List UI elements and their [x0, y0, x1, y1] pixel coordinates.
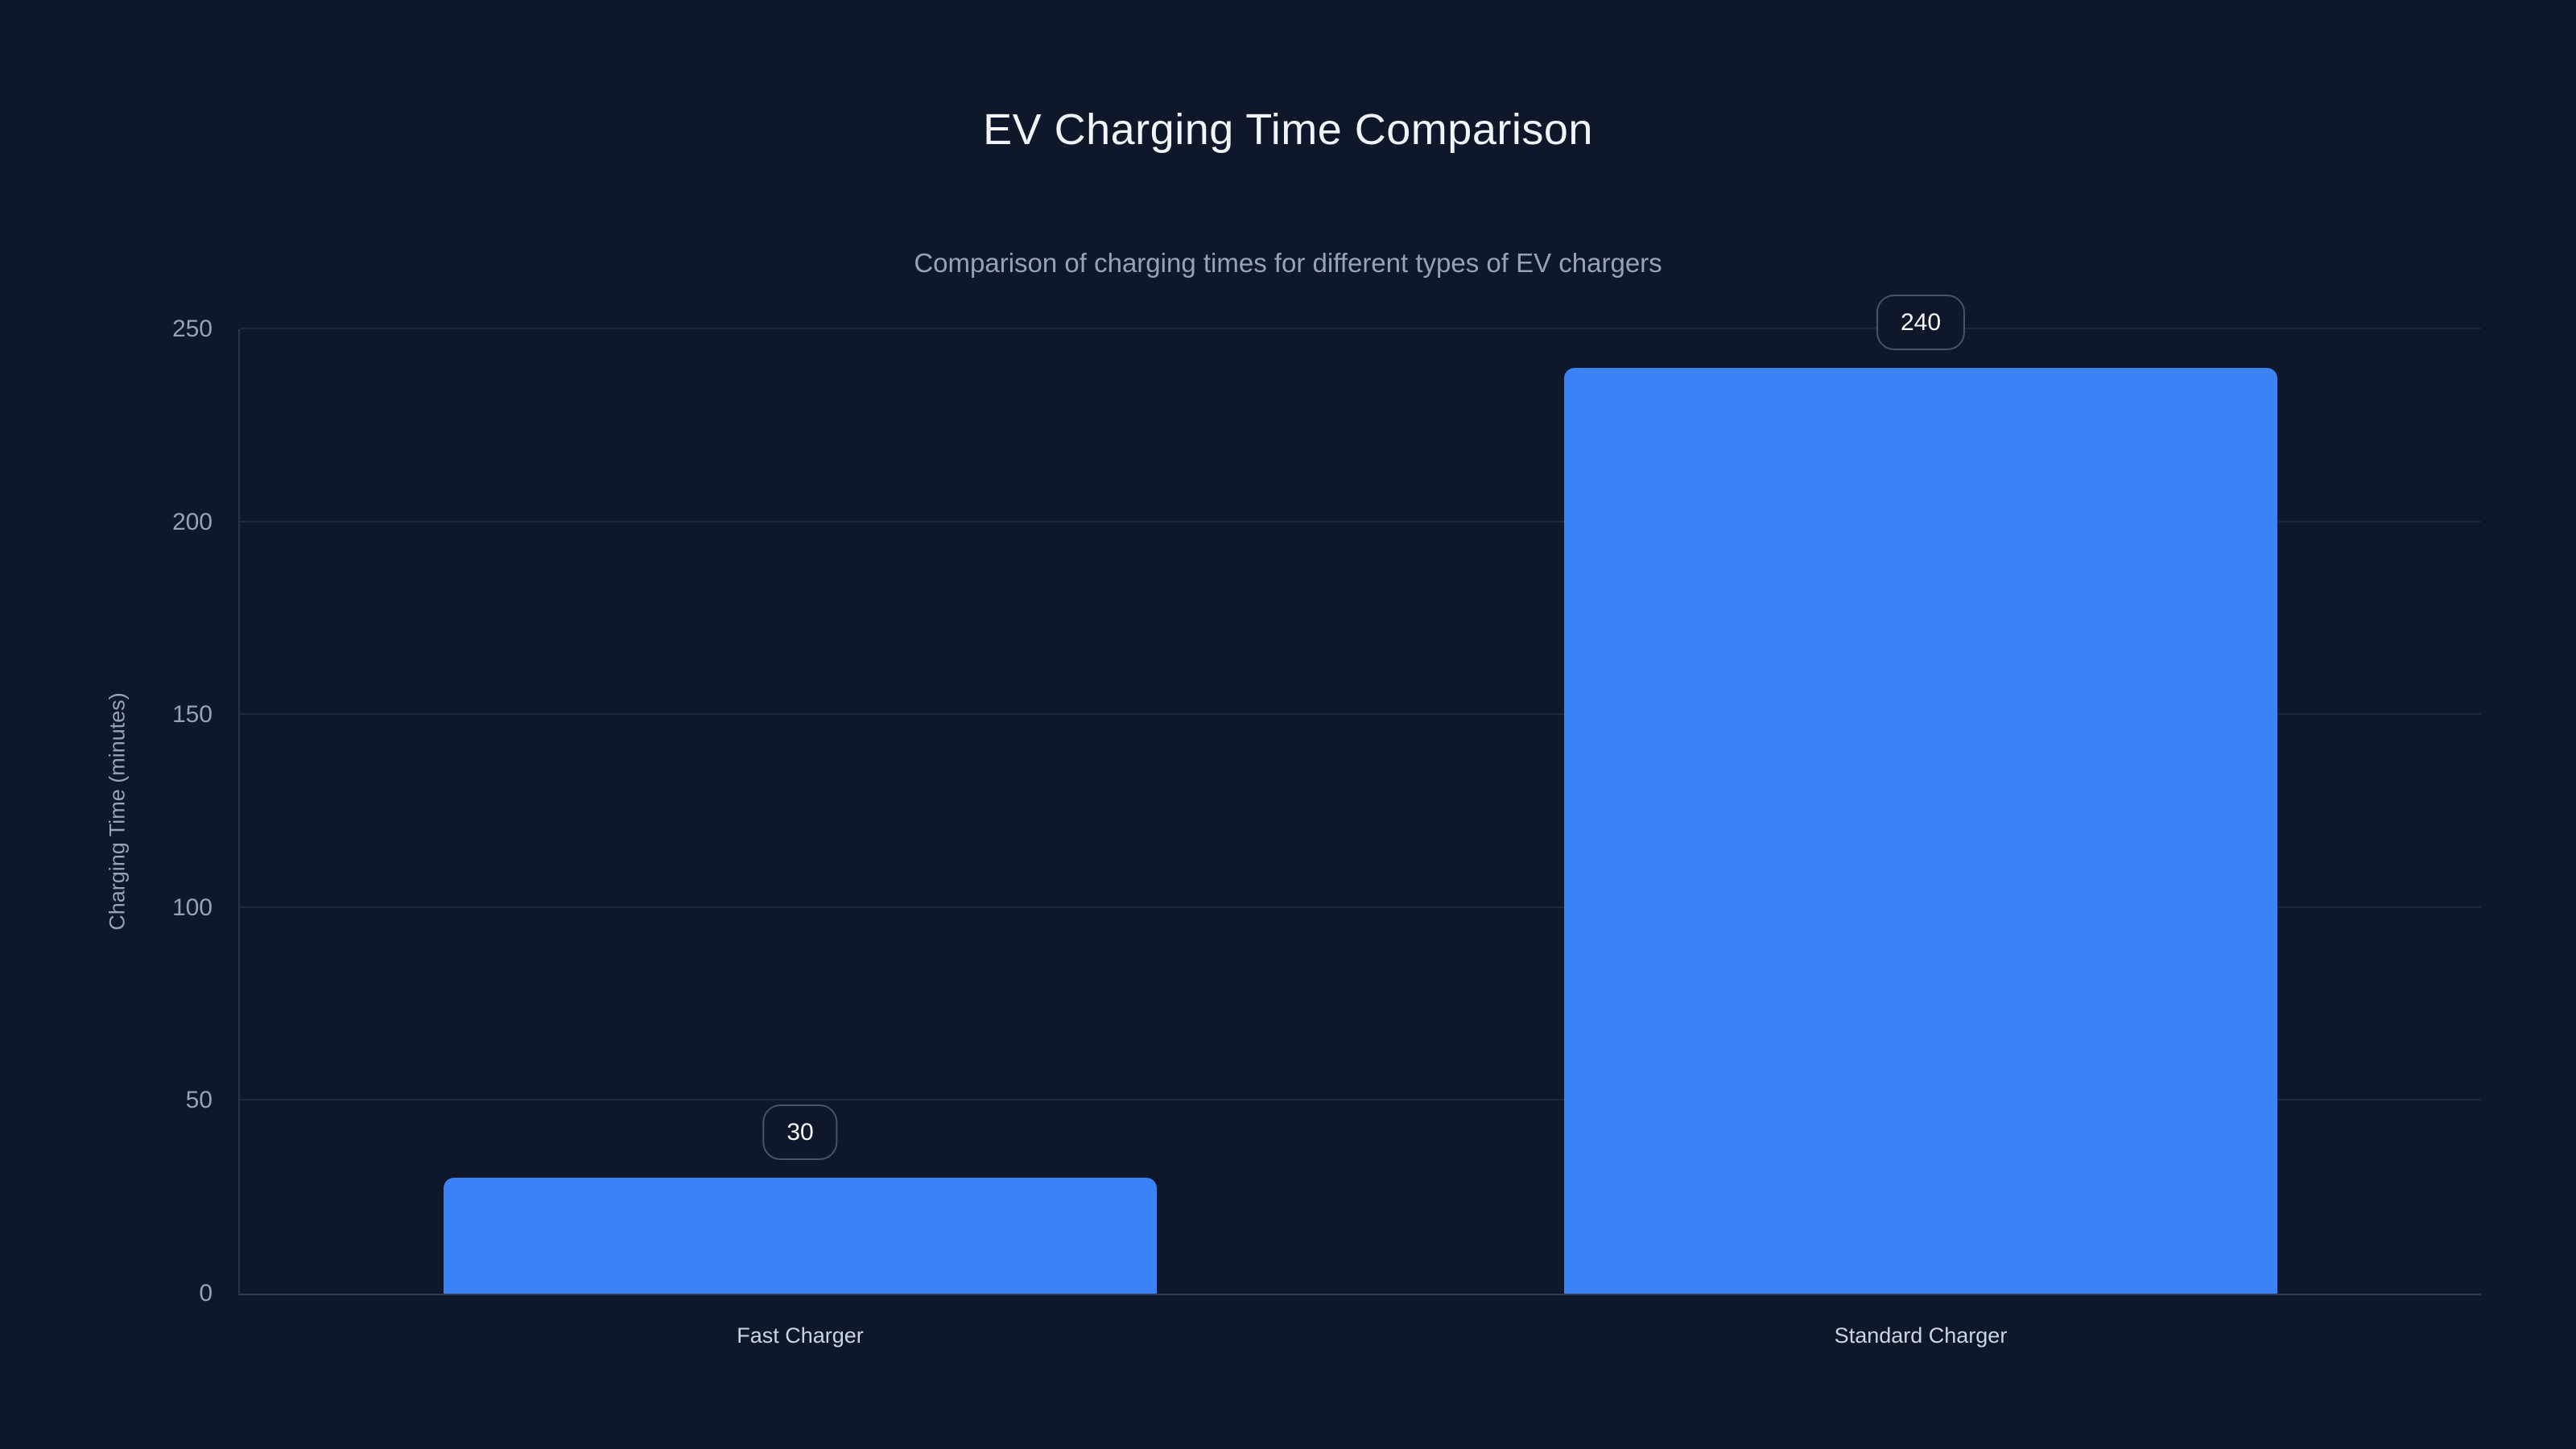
y-tick-label: 100: [171, 894, 213, 921]
bar-standard-charger[interactable]: [1564, 367, 2277, 1294]
y-tick-label: 200: [171, 508, 213, 535]
gridline: [240, 328, 2481, 329]
bar-fast-charger[interactable]: [444, 1178, 1157, 1294]
y-tick-label: 50: [185, 1087, 213, 1114]
chart-title: EV Charging Time Comparison: [983, 105, 1593, 154]
gridline: [240, 1099, 2481, 1101]
gridline: [240, 713, 2481, 716]
y-tick-label: 150: [171, 701, 213, 729]
value-badge-fast-charger: 30: [762, 1104, 838, 1161]
plot-area: 0 50 100 150 200 250 30 Fast Charger 240 Standard…: [172, 294, 2481, 1348]
value-badge-standard-charger: 240: [1876, 294, 1966, 350]
x-category-label-standard-charger: Standard Charger: [1834, 1323, 2008, 1348]
gridline: [240, 906, 2481, 908]
y-tick-label: 0: [199, 1280, 213, 1307]
gridline: [240, 520, 2481, 522]
y-axis-title: Charging Time (minutes): [105, 692, 130, 931]
y-tick-label: 250: [171, 316, 213, 342]
chart-subtitle: Comparison of charging times for differe…: [914, 248, 1662, 278]
x-category-label-fast-charger: Fast Charger: [737, 1323, 864, 1348]
